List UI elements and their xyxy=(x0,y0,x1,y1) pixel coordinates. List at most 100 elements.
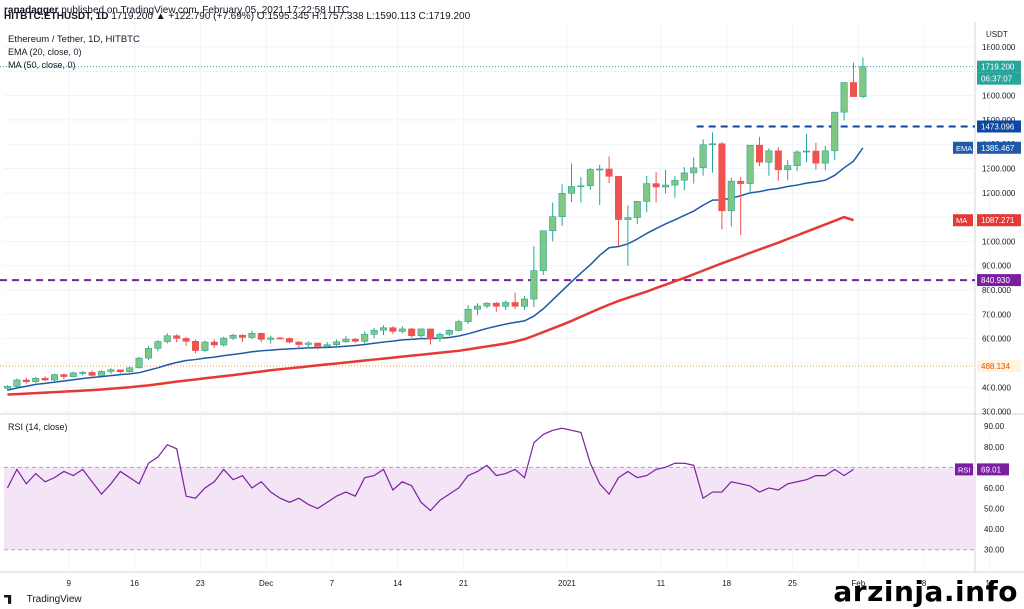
rsi-tick-label: 40.00 xyxy=(984,525,1005,534)
candle xyxy=(520,296,528,310)
time-tick-label: 7 xyxy=(330,579,335,588)
candle xyxy=(192,339,200,354)
candle-body xyxy=(116,369,124,373)
candle xyxy=(708,132,716,173)
candle xyxy=(13,378,21,388)
candle-body xyxy=(389,327,397,332)
candle xyxy=(389,326,397,335)
candle xyxy=(4,385,12,391)
price-tick-label: 1500.000 xyxy=(982,116,1016,125)
candle-body xyxy=(4,385,12,389)
candle xyxy=(793,150,801,171)
ema-tag-bg xyxy=(977,141,1021,154)
candle xyxy=(276,337,284,340)
candle xyxy=(408,327,416,338)
rsi-band xyxy=(4,467,975,550)
candle xyxy=(145,345,153,361)
candle-body xyxy=(22,379,30,382)
candle xyxy=(342,336,350,343)
candle xyxy=(417,328,425,340)
rsi-tick-label: 50.00 xyxy=(984,505,1005,514)
rsi-tick-label: 30.00 xyxy=(984,546,1005,555)
candle xyxy=(840,82,848,121)
candle xyxy=(774,147,782,181)
candle-body xyxy=(342,338,350,343)
candle-body xyxy=(596,168,604,171)
price-chart[interactable]: 300.000400.000500.000600.000700.000800.0… xyxy=(0,22,1024,590)
time-tick-label: 23 xyxy=(196,579,205,588)
candle xyxy=(32,376,40,383)
candle-body xyxy=(784,165,792,171)
ema-tag-prefix-bg xyxy=(953,141,973,154)
candle xyxy=(107,368,115,374)
candle-body xyxy=(708,143,716,146)
candle-body xyxy=(652,183,660,188)
rsi-tick-label: 90.00 xyxy=(984,422,1005,431)
resistance-tag: 1473.096 xyxy=(977,120,1021,133)
ma-tag-bg xyxy=(977,214,1021,227)
candle xyxy=(436,332,444,342)
last-price-tag-text: 1719.200 xyxy=(981,63,1015,72)
published-info: published on TradingView.com, February 0… xyxy=(61,5,350,16)
candle-body xyxy=(549,216,557,232)
candle-body xyxy=(727,180,735,212)
symbol-name[interactable]: HITBTC:ETHUSDT, 1D xyxy=(4,11,109,22)
candle xyxy=(718,141,726,230)
candle xyxy=(699,139,707,176)
candle-body xyxy=(276,337,284,340)
candle-body xyxy=(671,179,679,186)
candle-body xyxy=(50,374,58,381)
candle-body xyxy=(79,372,87,374)
price-tick-label: 1300.000 xyxy=(982,165,1016,174)
candle-body xyxy=(737,180,745,184)
candle-body xyxy=(661,184,669,188)
candle xyxy=(746,144,754,193)
candle-body xyxy=(831,111,839,152)
candle-body xyxy=(643,183,651,202)
rsi-legend[interactable]: RSI (14, close) xyxy=(8,422,68,432)
candle-body xyxy=(802,150,810,153)
candle-body xyxy=(455,321,463,331)
candle xyxy=(530,246,538,308)
ma-legend[interactable]: MA (50, close, 0) xyxy=(8,60,76,70)
candle xyxy=(22,377,30,384)
candle xyxy=(765,148,773,176)
rsi-tag-value: 69.01 xyxy=(981,465,1002,474)
candle-body xyxy=(135,357,143,369)
candle-body xyxy=(605,168,613,177)
price-tick-label: 600.000 xyxy=(982,335,1011,344)
candle-body xyxy=(840,82,848,113)
ema-legend[interactable]: EMA (20, close, 0) xyxy=(8,47,82,57)
candle-body xyxy=(520,298,528,307)
candle-body xyxy=(257,333,265,340)
candle-body xyxy=(332,341,340,346)
countdown-tag-bg xyxy=(977,72,1021,85)
ma-tag-prefix: MA xyxy=(956,216,967,225)
candle-body xyxy=(201,341,209,351)
time-tick-label: 16 xyxy=(130,579,139,588)
candle-body xyxy=(755,144,763,163)
candle xyxy=(671,175,679,198)
tradingview-brand[interactable]: TradingView xyxy=(26,594,82,605)
candle-body xyxy=(690,167,698,174)
candle-body xyxy=(192,341,200,351)
candle xyxy=(220,336,228,347)
price-tick-label: 900.000 xyxy=(982,262,1011,271)
candle xyxy=(332,339,340,348)
candle-body xyxy=(511,302,519,307)
candle-body xyxy=(370,329,378,335)
candle-body xyxy=(182,338,190,342)
candle xyxy=(596,164,604,205)
candle xyxy=(605,156,613,184)
candle-body xyxy=(163,335,171,342)
candle-body xyxy=(492,302,500,307)
watermark: arzinja.info xyxy=(833,575,1018,608)
rsi-tag-prefix: RSI xyxy=(958,465,971,474)
high-label: H: xyxy=(311,11,322,22)
resistance-tag-text: 1473.096 xyxy=(981,122,1015,131)
candle xyxy=(370,327,378,339)
publisher-name[interactable]: ranadagger xyxy=(4,5,59,16)
ma-tag-value: 1087.271 xyxy=(981,216,1015,225)
time-tick-label: 18 xyxy=(722,579,731,588)
candle xyxy=(859,57,867,99)
